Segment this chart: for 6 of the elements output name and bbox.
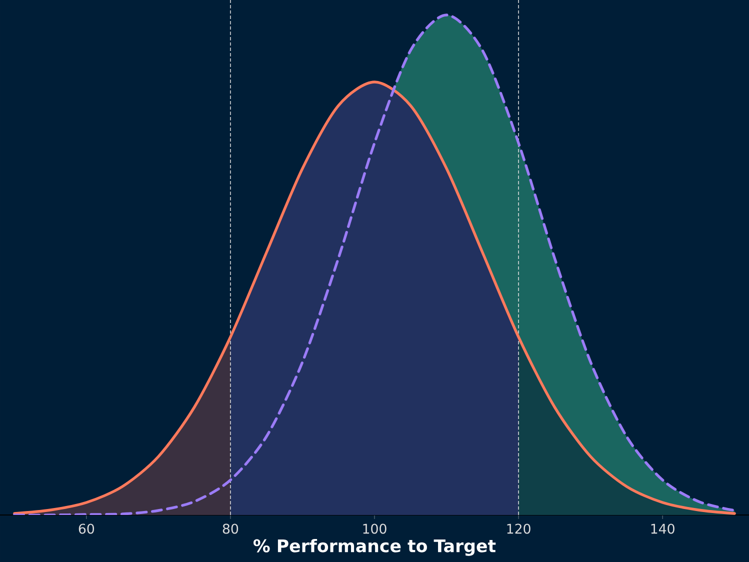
x-tick-label: 60 <box>78 524 94 534</box>
x-tick-label: 100 <box>363 524 386 534</box>
x-tick-label: 80 <box>222 524 238 534</box>
x-axis-title: % Performance to Target <box>254 538 496 556</box>
x-tick-label: 140 <box>651 524 674 534</box>
x-tick-label: 120 <box>507 524 530 534</box>
